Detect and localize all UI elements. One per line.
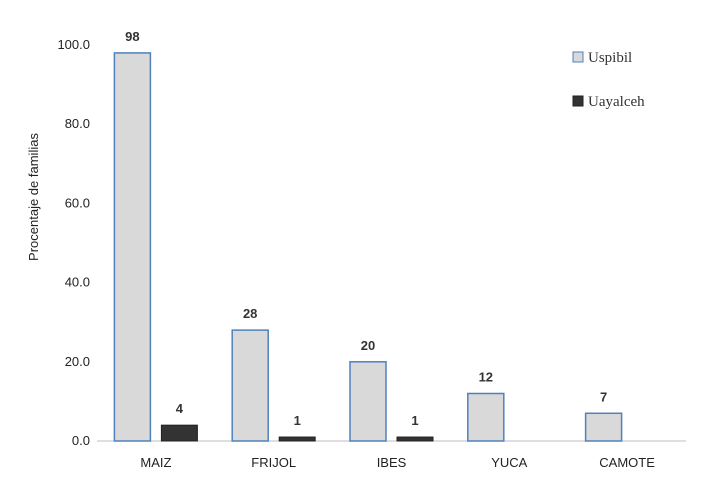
x-tick-label-ibes: IBES [377, 455, 407, 470]
y-tick-label: 0.0 [72, 433, 90, 448]
y-tick-label: 40.0 [65, 275, 90, 290]
bar-uayalceh-ibes [396, 436, 434, 442]
legend-label-uspibil: Uspibil [588, 50, 632, 66]
bar-uspibil-frijol [231, 329, 269, 442]
y-axis-title: Procentaje de familias [26, 133, 41, 261]
legend-swatch-uspibil [572, 51, 584, 63]
data-label-uspibil-maiz: 98 [125, 29, 139, 44]
data-label-uayalceh-ibes: 1 [411, 413, 418, 428]
bar-uspibil-maiz [113, 52, 152, 442]
x-tick-label-camote: CAMOTE [599, 455, 655, 470]
x-axis-tick-labels: MAIZ FRIJOL IBES YUCA CAMOTE [140, 455, 655, 470]
y-tick-label: 100.0 [57, 37, 90, 52]
bar-uspibil-yuca [467, 392, 505, 442]
bar-uspibil-camote [584, 412, 623, 442]
x-tick-label-maiz: MAIZ [140, 455, 171, 470]
bar-uspibil-ibes [349, 361, 387, 442]
x-tick-label-yuca: YUCA [491, 455, 527, 470]
data-label-uspibil-yuca: 12 [479, 369, 493, 384]
bar-uayalceh-frijol [278, 436, 316, 442]
data-label-uspibil-camote: 7 [600, 389, 607, 404]
legend-swatch-uayalceh [572, 95, 584, 107]
y-tick-label: 20.0 [65, 354, 90, 369]
x-tick-label-frijol: FRIJOL [251, 455, 296, 470]
data-label-uayalceh-maiz: 4 [176, 401, 184, 416]
data-label-uspibil-frijol: 28 [243, 306, 257, 321]
y-tick-label: 80.0 [65, 116, 90, 131]
data-label-uayalceh-frijol: 1 [294, 413, 301, 428]
bars [113, 52, 623, 442]
legend: Uspibil Uayalceh [572, 50, 645, 110]
legend-label-uayalceh: Uayalceh [588, 94, 645, 110]
data-label-uspibil-ibes: 20 [361, 338, 375, 353]
data-labels: 98 4 28 1 20 1 12 7 [125, 29, 607, 428]
bar-uayalceh-maiz [160, 424, 198, 442]
y-tick-label: 60.0 [65, 195, 90, 210]
y-axis-ticks: 0.0 20.0 40.0 60.0 80.0 100.0 [57, 37, 90, 448]
